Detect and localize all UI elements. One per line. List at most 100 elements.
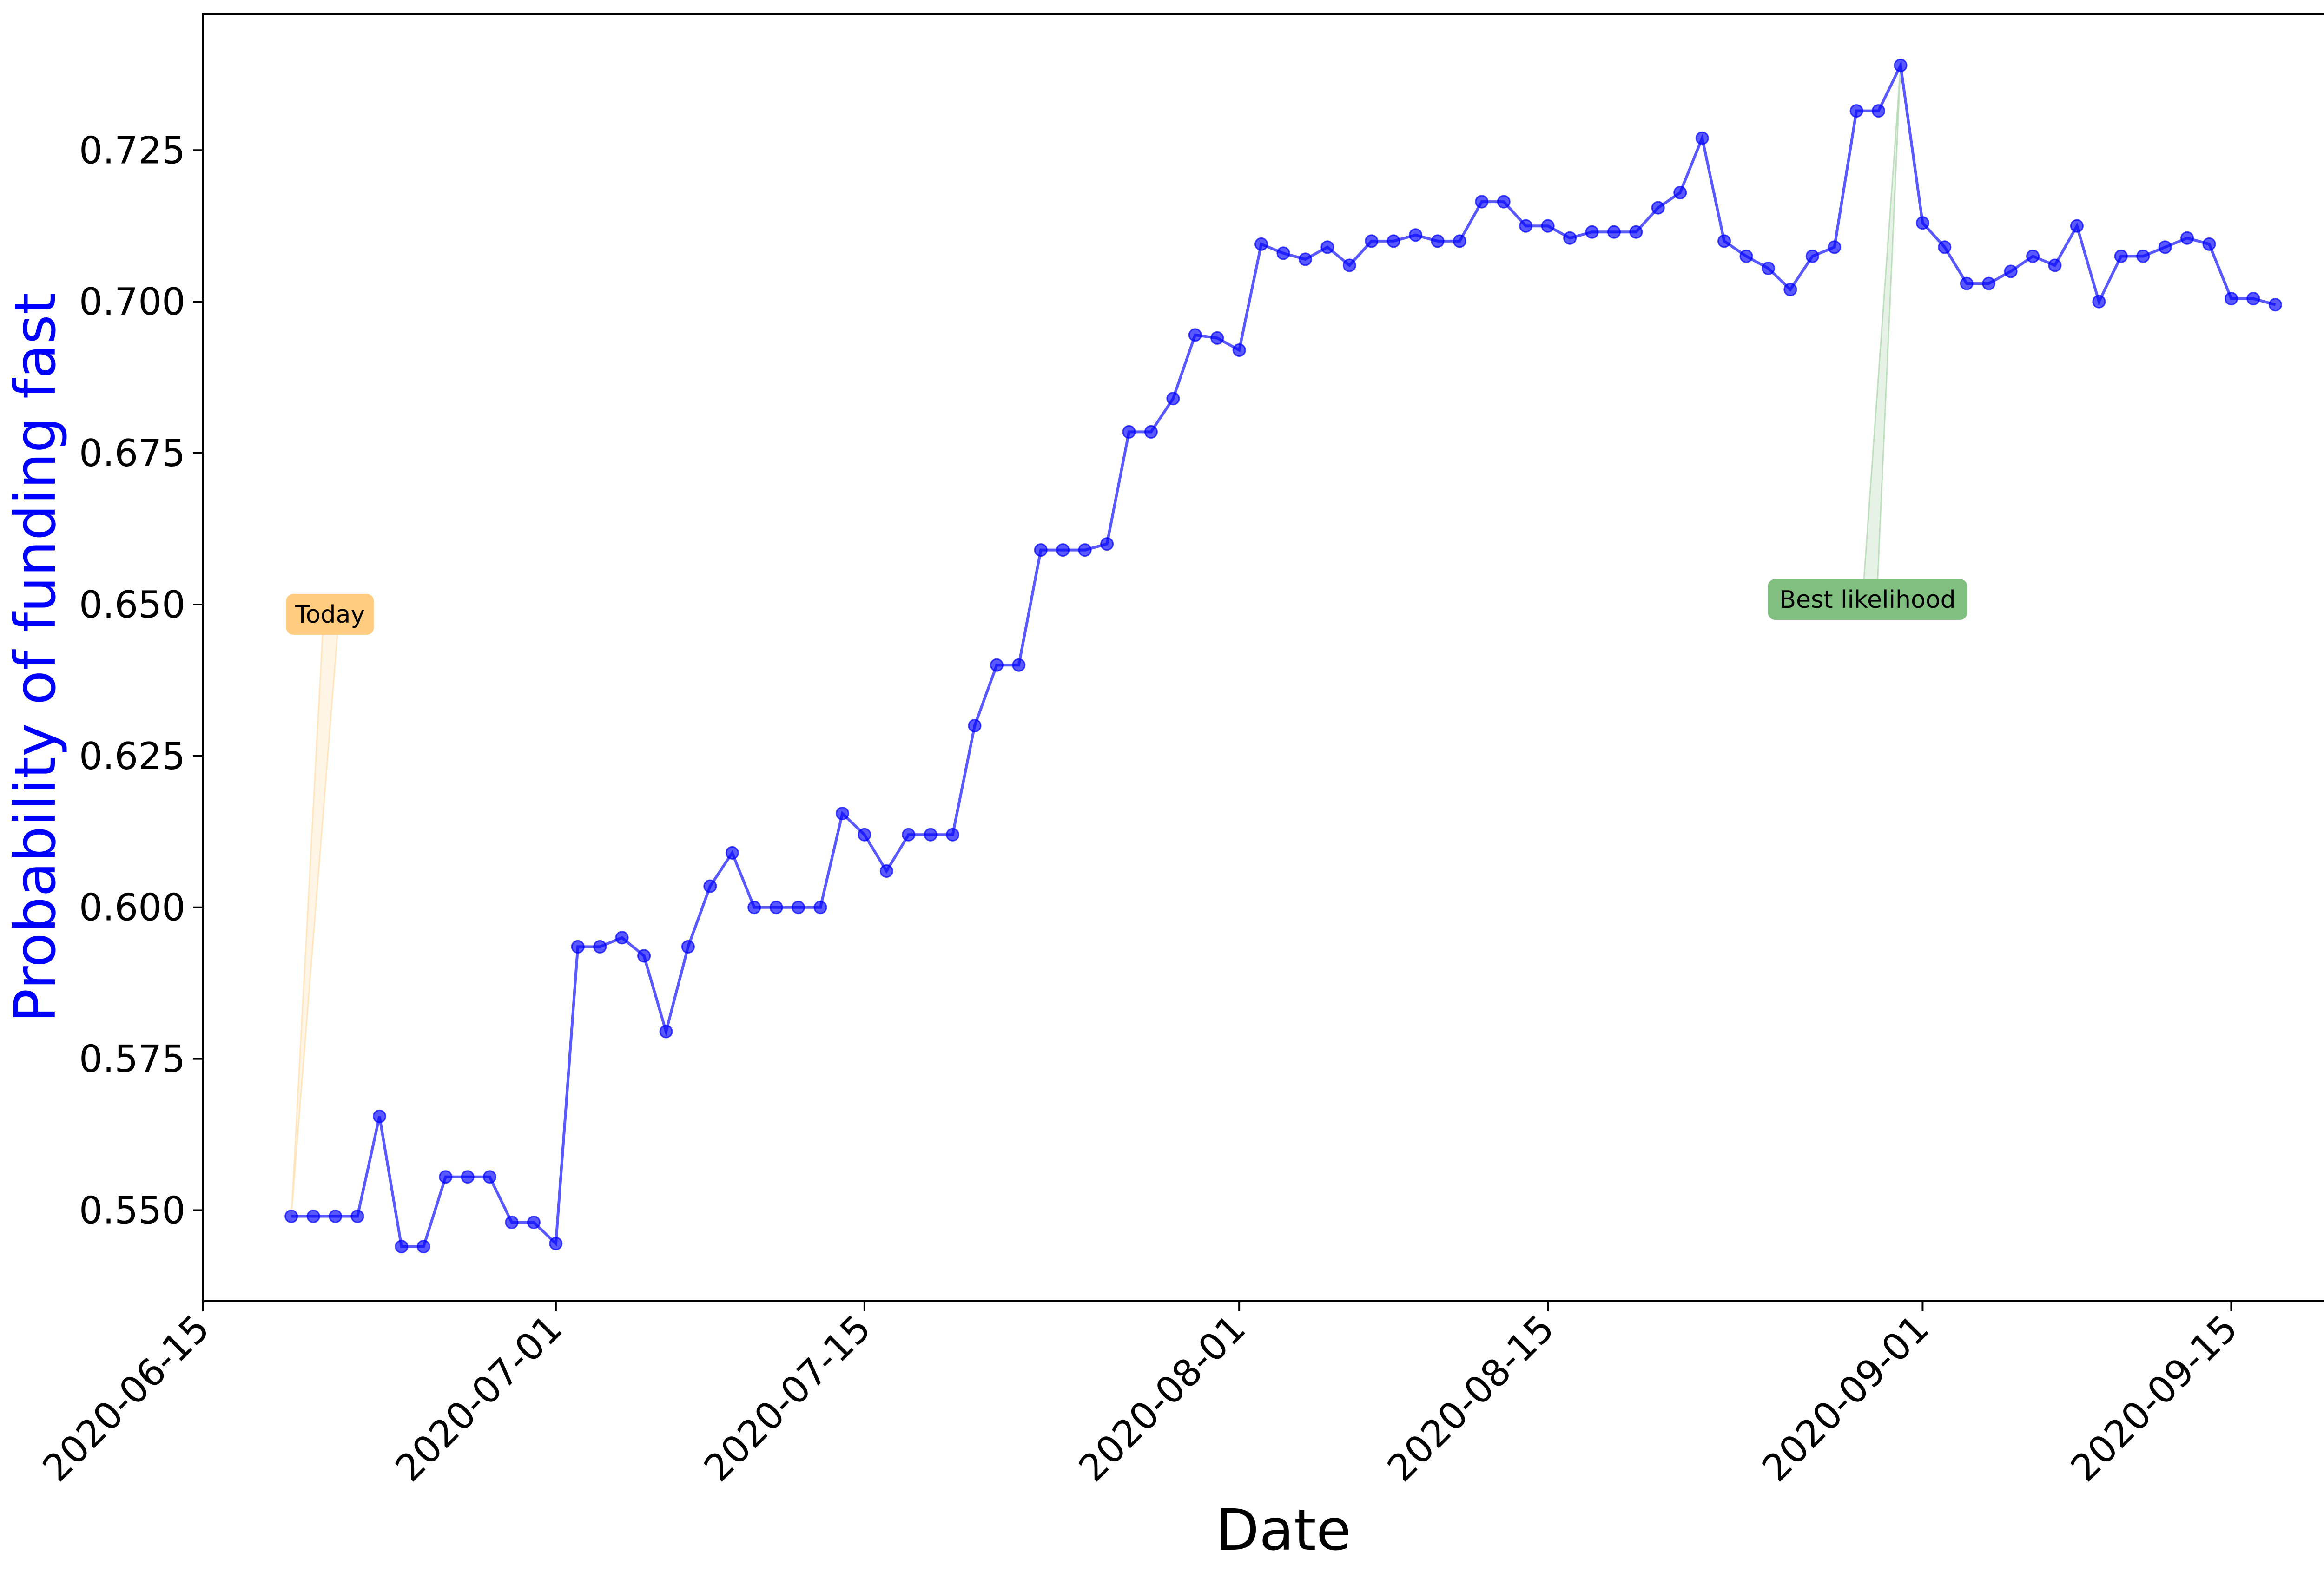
data-point xyxy=(1828,240,1842,254)
data-point xyxy=(1188,328,1202,342)
data-point xyxy=(1276,246,1290,260)
data-point xyxy=(1761,261,1775,275)
y-tick-label: 0.625 xyxy=(79,735,185,778)
data-point xyxy=(1519,219,1533,233)
data-point xyxy=(1497,195,1511,209)
x-axis-label: Date xyxy=(1215,1497,1351,1563)
data-point xyxy=(1012,658,1026,672)
x-tick-label: 2020-07-01 xyxy=(387,1307,571,1490)
data-point xyxy=(527,1216,541,1230)
annotation-box xyxy=(1768,579,1967,620)
data-point xyxy=(858,828,872,842)
data-point xyxy=(747,901,761,915)
data-point xyxy=(350,1210,364,1224)
series-line xyxy=(284,59,2282,1254)
data-point xyxy=(2158,240,2172,254)
data-point xyxy=(637,949,651,963)
data-point xyxy=(1298,252,1312,266)
plot-area-frame xyxy=(202,13,2324,1302)
annotations: Today Best likelihood xyxy=(286,65,1967,1217)
data-point xyxy=(505,1216,519,1230)
annotation-label: Today xyxy=(295,601,365,629)
data-point xyxy=(990,658,1004,672)
data-point xyxy=(1915,216,1929,230)
x-tick-label: 2020-06-15 xyxy=(34,1307,218,1490)
data-point xyxy=(395,1240,409,1254)
data-point xyxy=(813,901,827,915)
data-point xyxy=(2246,292,2260,306)
data-point xyxy=(2114,249,2128,263)
data-point xyxy=(2136,249,2150,263)
annotation: Today xyxy=(286,594,374,1217)
data-point xyxy=(1452,234,1466,248)
y-tick-label: 0.700 xyxy=(79,280,185,323)
data-point xyxy=(1651,201,1665,215)
data-point xyxy=(2070,219,2084,233)
data-point xyxy=(1541,219,1555,233)
x-tick-label: 2020-08-01 xyxy=(1070,1307,1254,1490)
data-point xyxy=(1166,392,1180,406)
x-tick-label: 2020-09-01 xyxy=(1754,1307,1937,1490)
data-point xyxy=(1982,276,1996,290)
data-point xyxy=(681,940,695,954)
annotation: Best likelihood xyxy=(1768,65,1967,620)
data-point xyxy=(593,940,607,954)
data-point xyxy=(549,1237,563,1250)
y-tick-label: 0.550 xyxy=(79,1189,185,1232)
x-tick-label: 2020-08-15 xyxy=(1379,1307,1563,1490)
data-point xyxy=(1386,234,1400,248)
data-point xyxy=(1210,331,1224,345)
data-point xyxy=(1342,258,1356,272)
data-point xyxy=(1717,234,1731,248)
data-point xyxy=(1563,231,1577,245)
x-tick-label: 2020-09-15 xyxy=(2062,1307,2246,1490)
data-point xyxy=(902,828,916,842)
data-point xyxy=(483,1170,497,1184)
data-point xyxy=(416,1240,430,1254)
data-point xyxy=(372,1109,386,1123)
data-point xyxy=(1056,543,1070,557)
data-point xyxy=(1673,186,1687,200)
y-tick-label: 0.650 xyxy=(79,583,185,626)
data-point xyxy=(1254,237,1268,251)
data-point xyxy=(1431,234,1445,248)
data-point xyxy=(439,1170,453,1184)
data-point xyxy=(2026,249,2040,263)
data-point xyxy=(2092,295,2106,309)
data-point xyxy=(1122,425,1136,439)
annotation-label: Best likelihood xyxy=(1779,586,1955,614)
data-point xyxy=(1783,283,1797,296)
data-point xyxy=(1805,249,1819,263)
data-point xyxy=(835,807,849,821)
data-point xyxy=(924,828,938,842)
data-point xyxy=(2268,298,2282,312)
data-point xyxy=(306,1210,320,1224)
y-axis-label: Probability of funding fast xyxy=(2,292,68,1023)
data-point xyxy=(1585,225,1599,239)
data-point xyxy=(2180,231,2194,245)
annotation-arrow xyxy=(290,633,338,1217)
data-point xyxy=(1100,537,1114,551)
data-point xyxy=(792,901,805,915)
data-point xyxy=(725,846,739,860)
data-point xyxy=(968,719,982,733)
annotation-box xyxy=(286,594,374,635)
y-tick-label: 0.600 xyxy=(79,886,185,929)
data-point xyxy=(1872,104,1886,118)
data-point xyxy=(946,828,960,842)
data-point xyxy=(1034,543,1048,557)
data-point xyxy=(1629,225,1643,239)
series-path xyxy=(291,60,2276,1248)
data-point xyxy=(329,1210,343,1224)
data-point xyxy=(571,940,585,954)
y-tick-label: 0.675 xyxy=(79,432,185,475)
data-point xyxy=(2224,292,2238,306)
data-point xyxy=(879,864,893,878)
data-point xyxy=(2004,264,2018,278)
data-point xyxy=(615,931,629,945)
data-point xyxy=(1894,59,1908,72)
data-point xyxy=(1078,543,1092,557)
data-point xyxy=(461,1170,475,1184)
data-point xyxy=(1607,225,1621,239)
